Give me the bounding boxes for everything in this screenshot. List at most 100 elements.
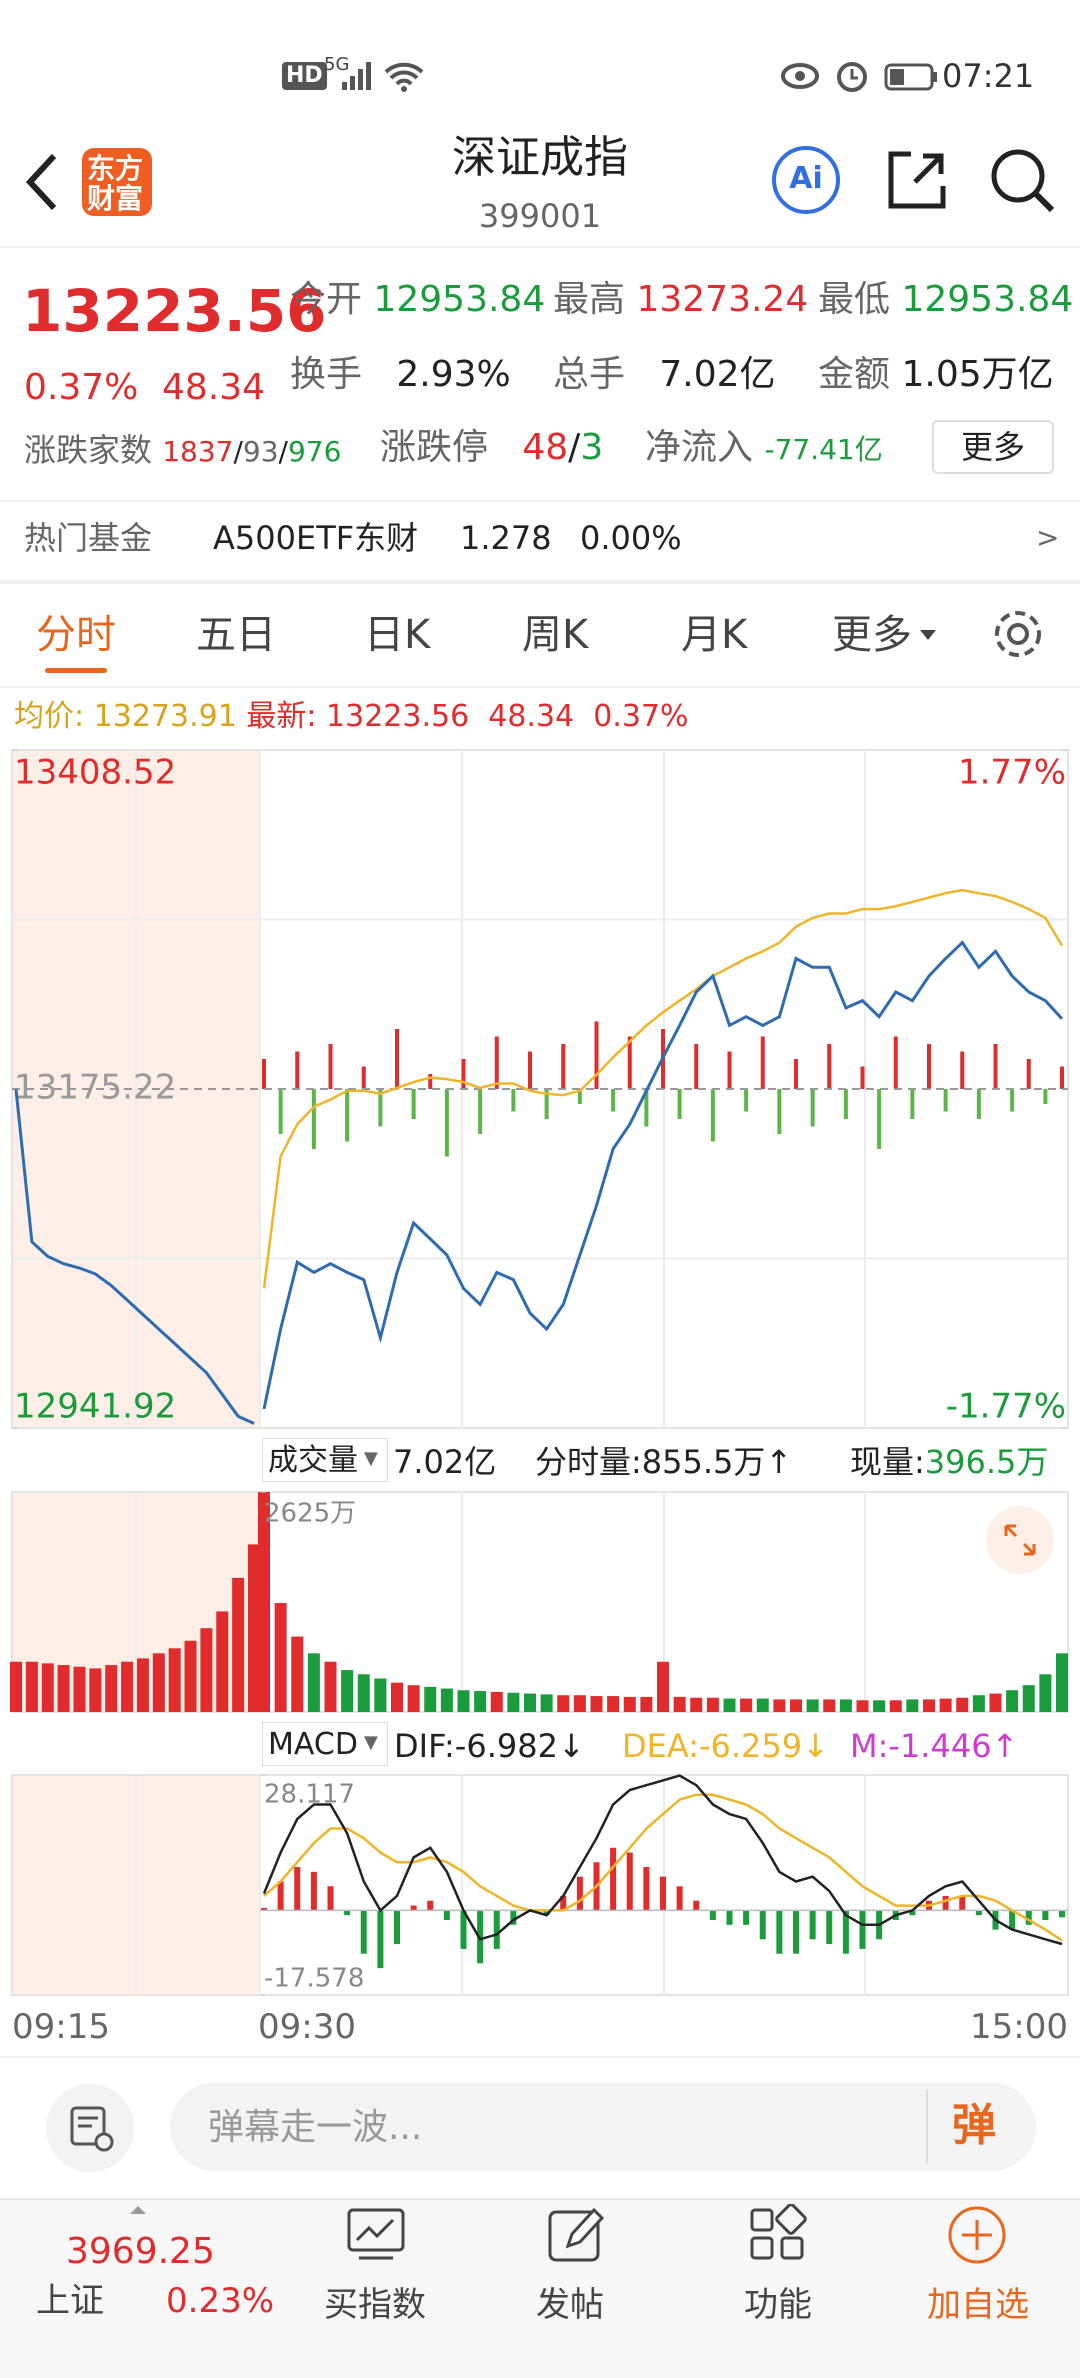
dea-line <box>263 1793 1063 1942</box>
macd-bar <box>676 1886 683 1911</box>
macd-bar <box>759 1910 766 1940</box>
volume-bar <box>440 1688 453 1712</box>
more-button[interactable]: 更多 <box>932 420 1054 474</box>
comment-input[interactable] <box>170 2083 1036 2171</box>
macd-bar <box>975 1910 982 1916</box>
expand-button <box>986 1506 1054 1574</box>
nav-item[interactable]: 功能 <box>744 2285 812 2325</box>
tab[interactable]: 更多 <box>832 612 912 658</box>
flow-bar <box>1010 1089 1015 1112</box>
indicator-selector[interactable] <box>262 1722 388 1766</box>
flow-bar <box>378 1089 383 1127</box>
volume-bar <box>939 1698 952 1712</box>
minute-volume: 分时量:855.5万 <box>535 1443 766 1481</box>
macd-bar <box>909 1910 916 1916</box>
ai-button[interactable]: Ai <box>772 146 840 214</box>
search-button[interactable] <box>988 146 1056 214</box>
nav-item[interactable]: 买指数 <box>324 2285 426 2325</box>
flow-bar <box>411 1089 416 1119</box>
stat-value: 2.93% <box>396 354 511 395</box>
breadth-up: 1837 <box>162 435 234 468</box>
comment-settings[interactable] <box>46 2084 134 2172</box>
volume-bar <box>274 1603 287 1712</box>
flow-bar <box>877 1089 882 1149</box>
avg-label: 均价: <box>14 699 85 734</box>
macd-bar <box>776 1910 783 1954</box>
macd-bar <box>859 1910 866 1949</box>
share-button[interactable] <box>885 148 949 212</box>
volume-total: 7.02亿 <box>393 1443 497 1481</box>
volume-bar <box>906 1699 919 1712</box>
tab[interactable]: 周K <box>522 612 589 658</box>
flow-bar <box>395 1029 399 1089</box>
volume-bar <box>956 1697 969 1712</box>
flow-bar <box>627 1036 632 1089</box>
flow-bar <box>694 1044 699 1089</box>
volume-bar <box>57 1665 70 1712</box>
y2-tick-label: -1.77% <box>946 1387 1066 1427</box>
macd-bar <box>460 1910 467 1949</box>
flow-bar <box>478 1089 483 1134</box>
fund-arrow[interactable]: > <box>1036 521 1060 554</box>
y-tick-label: 13175.22 <box>14 1068 176 1108</box>
fund-name[interactable]: A500ETF东财 <box>213 519 419 557</box>
minute-arrow: ↑ <box>765 1443 793 1481</box>
volume-bar <box>873 1700 886 1712</box>
limit-down: 3 <box>580 427 604 468</box>
macd-bar <box>310 1871 317 1911</box>
dea: DEA:-6.259 <box>622 1727 803 1765</box>
volume-bar <box>706 1697 719 1712</box>
settings-button[interactable] <box>990 606 1046 662</box>
index-change[interactable]: 0.23% <box>166 2281 275 2321</box>
volume-bar <box>989 1693 1002 1712</box>
divider <box>0 2056 1080 2058</box>
macd-bar <box>842 1910 849 1954</box>
latest-change: 48.34 <box>488 699 575 734</box>
fund-change: 0.00% <box>580 519 682 557</box>
flow-bar <box>993 1044 998 1089</box>
flow-bar <box>810 1089 815 1127</box>
nav-icon <box>548 2207 605 2262</box>
clock: 07:21 <box>942 57 1035 95</box>
macd-selector[interactable]: MACD <box>268 1727 358 1762</box>
volume-bar <box>673 1696 686 1712</box>
volume-bar <box>790 1699 802 1712</box>
macd-bar <box>261 1907 267 1911</box>
tab[interactable]: 分时 <box>36 612 116 658</box>
macd-bar <box>576 1876 583 1911</box>
nav-item[interactable]: 加自选 <box>927 2285 1029 2325</box>
macd-bar <box>726 1910 733 1925</box>
tab[interactable]: 日K <box>364 612 431 658</box>
volume-bar <box>200 1628 213 1712</box>
barrage-button[interactable]: 弹 <box>952 2100 996 2151</box>
divider <box>0 580 1080 584</box>
tab-indicator <box>45 668 107 673</box>
macd-bar <box>743 1910 750 1925</box>
flow-bar <box>461 1059 466 1089</box>
index-value[interactable]: 3969.25 <box>66 2231 215 2272</box>
inflow-label: 净流入 <box>645 427 754 468</box>
volume-bar <box>923 1699 935 1712</box>
volume-bar <box>324 1661 337 1712</box>
volume-bar <box>291 1636 304 1712</box>
tab[interactable]: 月K <box>681 612 748 658</box>
page-title: 深证成指 <box>452 132 628 183</box>
index-name[interactable]: 上证 <box>36 2281 104 2321</box>
volume-bar <box>41 1663 54 1712</box>
tab[interactable]: 五日 <box>196 612 276 658</box>
latest-change-pct: 0.37% <box>593 699 689 734</box>
ai-label: Ai <box>789 161 823 196</box>
divider <box>0 500 1080 502</box>
volume-bar <box>216 1611 229 1712</box>
app-logo[interactable]: 东方 财富 <box>82 148 152 216</box>
volume-bar <box>806 1699 819 1712</box>
panel-frame <box>11 1774 1069 1996</box>
volume-bar <box>407 1685 420 1712</box>
nav-item[interactable]: 发帖 <box>536 2285 604 2325</box>
macd-bar <box>626 1852 633 1911</box>
macd-bar <box>1059 1910 1065 1918</box>
indicator-selector[interactable] <box>262 1438 388 1482</box>
volume-selector[interactable]: 成交量 <box>268 1443 358 1478</box>
macd-bar <box>826 1910 833 1945</box>
back-button[interactable] <box>22 150 62 214</box>
